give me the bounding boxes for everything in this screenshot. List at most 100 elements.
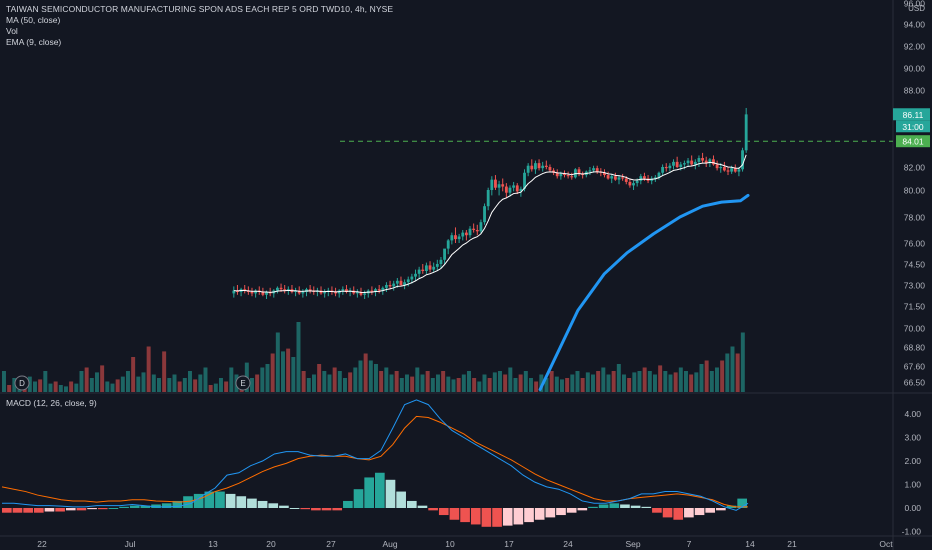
candle-body	[722, 167, 726, 171]
price-tick-label: 70.00	[904, 324, 926, 334]
volume-bar	[224, 381, 229, 392]
volume-bar	[503, 374, 508, 392]
volume-bar	[188, 371, 192, 392]
candle-body	[639, 176, 643, 181]
volume-bar	[482, 374, 487, 392]
price-tick-label: 88.00	[904, 86, 926, 96]
volume-bar	[312, 374, 316, 392]
macd-histogram-bar	[662, 508, 673, 518]
macd-histogram-bar	[12, 508, 23, 513]
indicator-vol-label[interactable]: Vol	[6, 26, 18, 36]
volume-bar	[725, 353, 730, 392]
ma50-line	[538, 193, 750, 391]
candle-body	[319, 290, 323, 294]
macd-histogram-bar	[161, 503, 172, 508]
volume-bar	[611, 371, 616, 392]
time-tick-label: Sep	[625, 539, 640, 549]
volume-bar	[105, 381, 110, 392]
volume-bar	[539, 374, 544, 392]
volume-bar	[632, 372, 637, 392]
macd-histogram-bar	[598, 504, 609, 508]
candle-body	[693, 161, 697, 165]
volume-bar	[296, 322, 301, 392]
volume-bar	[368, 360, 373, 392]
volume-bar	[575, 371, 580, 392]
macd-histogram-bar	[545, 508, 556, 518]
volume-bar	[523, 371, 528, 392]
macd-histogram-bar	[428, 508, 438, 511]
volume-bar	[647, 371, 652, 392]
volume-bar	[358, 360, 363, 392]
candle-body	[403, 282, 407, 285]
earnings-marker-label: E	[240, 379, 245, 388]
macd-histogram-bar	[119, 506, 129, 508]
macd-histogram-bar	[620, 504, 630, 508]
volume-bar	[7, 385, 12, 392]
candle-body	[359, 292, 363, 295]
candle-body	[715, 164, 719, 169]
candle-body	[610, 176, 614, 179]
symbol-title[interactable]: TAIWAN SEMICONDUCTOR MANUFACTURING SPON …	[6, 4, 394, 14]
volume-bar	[146, 346, 151, 392]
candle-body	[555, 172, 559, 177]
volume-bar	[74, 383, 79, 392]
macd-tick-label: 2.00	[904, 456, 921, 466]
time-tick-label: 13	[208, 539, 218, 549]
indicator-ma50-label[interactable]: MA (50, close)	[6, 15, 61, 25]
volume-bar	[606, 374, 611, 392]
volume-bar	[162, 351, 167, 392]
countdown-tag: 31:00	[902, 122, 924, 132]
macd-label[interactable]: MACD (12, 26, close, 9)	[6, 398, 97, 408]
macd-histogram-bar	[673, 508, 684, 520]
candle-body	[526, 165, 530, 173]
candle-body	[461, 232, 465, 237]
candle-body	[744, 114, 748, 151]
volume-bars	[2, 322, 745, 392]
volume-bar	[95, 372, 99, 392]
candle-body	[381, 287, 385, 291]
macd-histogram-bar	[257, 500, 268, 508]
macd-histogram-bar	[225, 493, 236, 508]
candle-body	[595, 168, 599, 172]
countdown-tag-bg	[896, 120, 930, 133]
candle-body	[421, 269, 425, 271]
macd-tick-label: 3.00	[904, 433, 921, 443]
macd-histogram-bar	[55, 508, 65, 512]
macd-histogram-bar	[353, 489, 364, 508]
candle-body	[523, 172, 526, 189]
candle-body	[719, 167, 723, 169]
macd-histogram-bar	[193, 493, 204, 508]
axes: 96.00 94.00 92.00 90.00 88.00 82.00 80.00 78.00…	[37, 0, 930, 549]
macd-line	[2, 399, 749, 511]
macd-histogram-bar	[726, 505, 737, 508]
candle-body	[712, 159, 715, 165]
volume-bar	[343, 378, 347, 392]
volume-bar	[151, 374, 156, 392]
macd-histogram-bar	[417, 505, 428, 508]
volume-bar	[58, 385, 63, 392]
macd-histogram-bar	[321, 508, 332, 511]
candle-body	[606, 175, 610, 179]
candle-body	[432, 266, 436, 270]
volume-bar	[157, 378, 161, 392]
volume-bar	[265, 364, 270, 392]
macd-histogram-bar	[311, 508, 321, 511]
candle-body	[250, 292, 254, 294]
candle-body	[730, 168, 734, 172]
macd-histogram-bar	[652, 508, 662, 513]
macd-histogram-bar	[279, 505, 289, 508]
candle-body	[563, 173, 566, 176]
candle-body	[374, 289, 377, 292]
candle-body	[544, 165, 548, 167]
candlesticks	[232, 107, 748, 299]
macd-histogram-bar	[129, 505, 140, 508]
volume-bar	[446, 376, 451, 392]
candle-body	[454, 235, 457, 240]
candle-body	[232, 290, 236, 294]
volume-bar	[735, 353, 740, 392]
price-tick-label: 71.50	[904, 302, 926, 312]
indicator-ema9-label[interactable]: EMA (9, close)	[6, 37, 62, 47]
